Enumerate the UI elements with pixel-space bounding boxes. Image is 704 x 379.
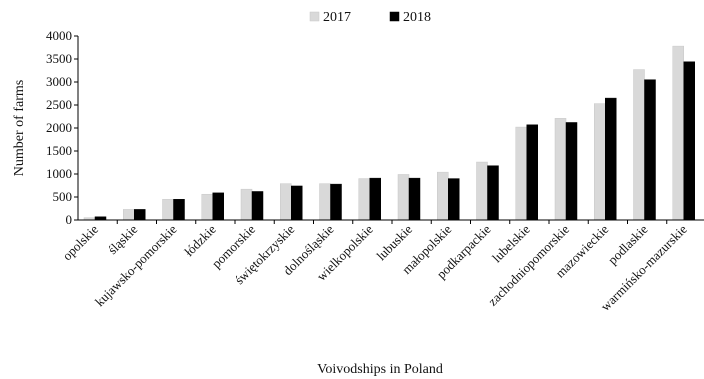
bar-2017-9 (437, 171, 449, 221)
bar-2017-4 (240, 188, 253, 221)
bar-2018-11 (526, 124, 538, 221)
bar-2018-10 (487, 165, 499, 221)
bars (83, 45, 695, 221)
bar-2018-5 (291, 185, 303, 221)
bar-2017-6 (319, 183, 331, 221)
y-axis-title: Number of farms (12, 80, 27, 176)
bar-2018-13 (605, 97, 617, 221)
bar-2018-2 (173, 199, 185, 221)
bar-2018-12 (565, 122, 578, 221)
bar-2017-8 (397, 174, 410, 221)
bar-2018-15 (683, 61, 695, 221)
y-tick-label: 1000 (46, 166, 72, 181)
y-tick-label: 2000 (46, 120, 72, 135)
bar-2017-2 (162, 199, 174, 221)
bar-2017-12 (554, 118, 567, 221)
bar-2018-14 (644, 79, 656, 221)
x-tick-label: opolskie (59, 221, 101, 263)
legend: 2017 2018 (309, 10, 431, 25)
bar-2018-3 (212, 192, 224, 221)
bar-2017-14 (633, 69, 645, 221)
bar-2017-13 (594, 103, 606, 221)
bar-2018-8 (408, 177, 421, 221)
bar-2018-6 (330, 183, 342, 221)
x-tick-label: łódzkie (181, 221, 219, 259)
legend-label-2018: 2018 (403, 10, 431, 25)
y-tick-label: 0 (66, 212, 73, 227)
bar-2017-15 (672, 45, 684, 221)
bar-2017-5 (280, 183, 292, 221)
y-axis: 0 500 1000 1500 2000 2500 3000 3500 4000 (46, 28, 79, 227)
y-tick-label: 1500 (46, 143, 72, 158)
y-tick-label: 500 (53, 189, 73, 204)
x-tick-label: śląskie (105, 221, 141, 257)
y-tick-label: 3000 (46, 74, 72, 89)
bar-2017-10 (476, 161, 488, 221)
legend-swatch-2018 (389, 11, 400, 22)
bar-2018-9 (448, 178, 460, 221)
bar-2017-11 (515, 126, 527, 221)
legend-swatch-2017 (309, 11, 320, 22)
bar-2017-7 (358, 178, 370, 221)
y-tick-label: 3500 (46, 51, 72, 66)
bar-2018-4 (251, 191, 264, 221)
legend-label-2017: 2017 (323, 10, 351, 25)
bar-2018-7 (369, 177, 381, 221)
x-axis-title: Voivodships in Poland (317, 362, 443, 377)
bar-2018-1 (134, 209, 146, 221)
bar-2017-1 (123, 209, 135, 221)
bar-2017-3 (201, 193, 213, 221)
y-tick-label: 4000 (46, 28, 72, 43)
y-tick-label: 2500 (46, 97, 72, 112)
